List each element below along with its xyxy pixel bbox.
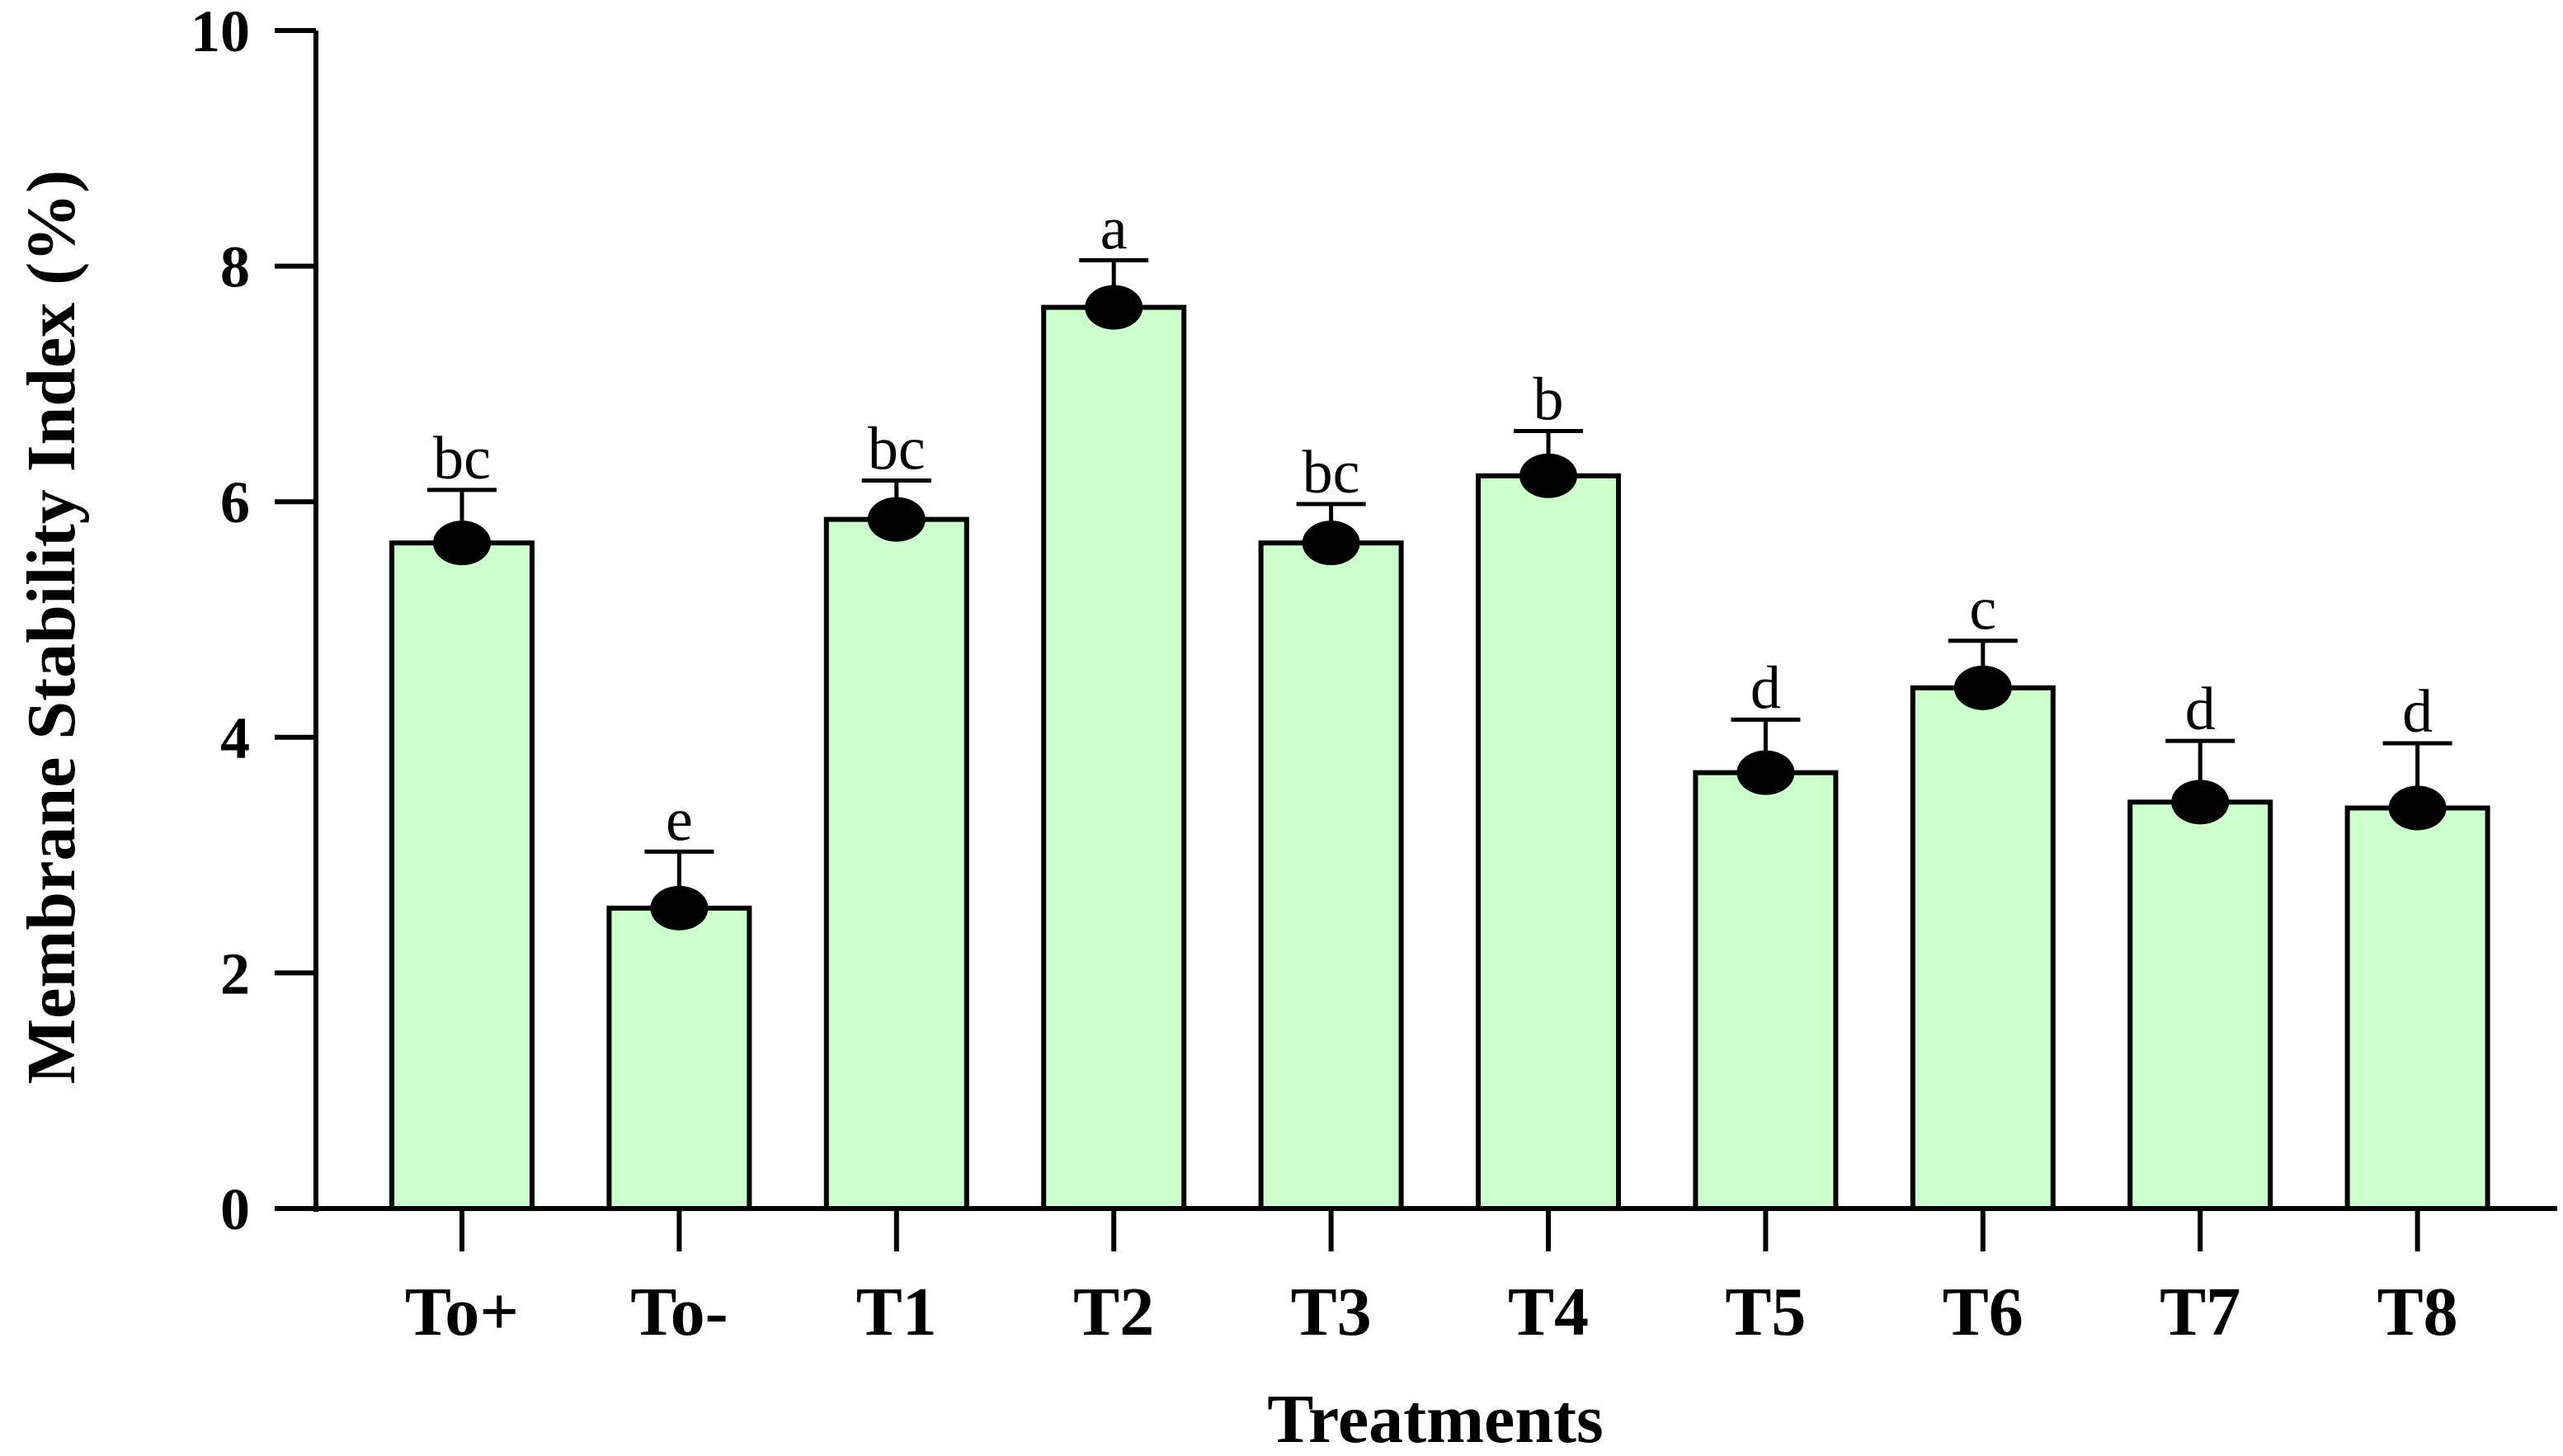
y-tick-label: 4: [220, 705, 250, 771]
x-tick-label: T6: [1943, 1274, 2024, 1350]
significance-letter: d: [1750, 654, 1781, 722]
significance-letter: bc: [1303, 439, 1360, 507]
x-tick-label: To+: [405, 1274, 519, 1350]
data-point: [1736, 750, 1795, 795]
x-tick-label: T4: [1508, 1274, 1589, 1350]
x-axis-title: Treatments: [1267, 1381, 1603, 1456]
data-point: [1519, 453, 1577, 498]
bar: [1910, 685, 2056, 1211]
significance-letter: b: [1534, 366, 1564, 434]
bar: [606, 905, 752, 1211]
bar: [2127, 799, 2273, 1212]
bar: [1258, 540, 1404, 1211]
significance-letter: d: [2402, 678, 2433, 746]
bar: [823, 516, 969, 1211]
y-tick-label: 6: [220, 469, 250, 535]
plot-area: 0 2 4 6 8 10 bc To+ e To-bc T1 a T2 bc T3 b T4 d T5 c T6 d T7 d…: [191, 0, 2557, 1350]
bar: [1041, 304, 1187, 1212]
bar: [389, 540, 535, 1211]
data-point: [2171, 780, 2230, 825]
x-tick-label: T3: [1291, 1274, 1372, 1350]
x-tick-label: To-: [630, 1274, 728, 1350]
y-tick-label: 8: [220, 234, 250, 300]
data-point: [2388, 785, 2447, 831]
data-point: [650, 885, 709, 931]
y-tick-label: 10: [191, 0, 250, 64]
bar: [1476, 473, 1621, 1211]
x-tick-label: T8: [2377, 1274, 2458, 1350]
x-tick-label: T2: [1073, 1274, 1154, 1350]
data-point: [867, 497, 926, 542]
x-tick-label: T7: [2160, 1274, 2240, 1350]
x-tick-label: T1: [856, 1274, 937, 1350]
bar: [2344, 805, 2490, 1211]
data-point: [1085, 285, 1143, 330]
significance-letter: bc: [433, 425, 491, 492]
data-point: [1302, 521, 1360, 566]
bar: [1693, 770, 1839, 1211]
significance-letter: bc: [868, 415, 926, 483]
y-axis-title: Membrane Stability Index (%): [13, 170, 90, 1084]
data-point: [1953, 665, 2012, 710]
significance-letter: c: [1969, 576, 1996, 643]
y-tick-label: 0: [220, 1176, 250, 1242]
data-point: [433, 521, 491, 566]
significance-letter: d: [2185, 676, 2216, 743]
y-tick-label: 2: [220, 940, 250, 1006]
significance-letter: a: [1100, 195, 1128, 262]
significance-letter: e: [666, 786, 693, 854]
x-tick-label: T5: [1725, 1274, 1806, 1350]
